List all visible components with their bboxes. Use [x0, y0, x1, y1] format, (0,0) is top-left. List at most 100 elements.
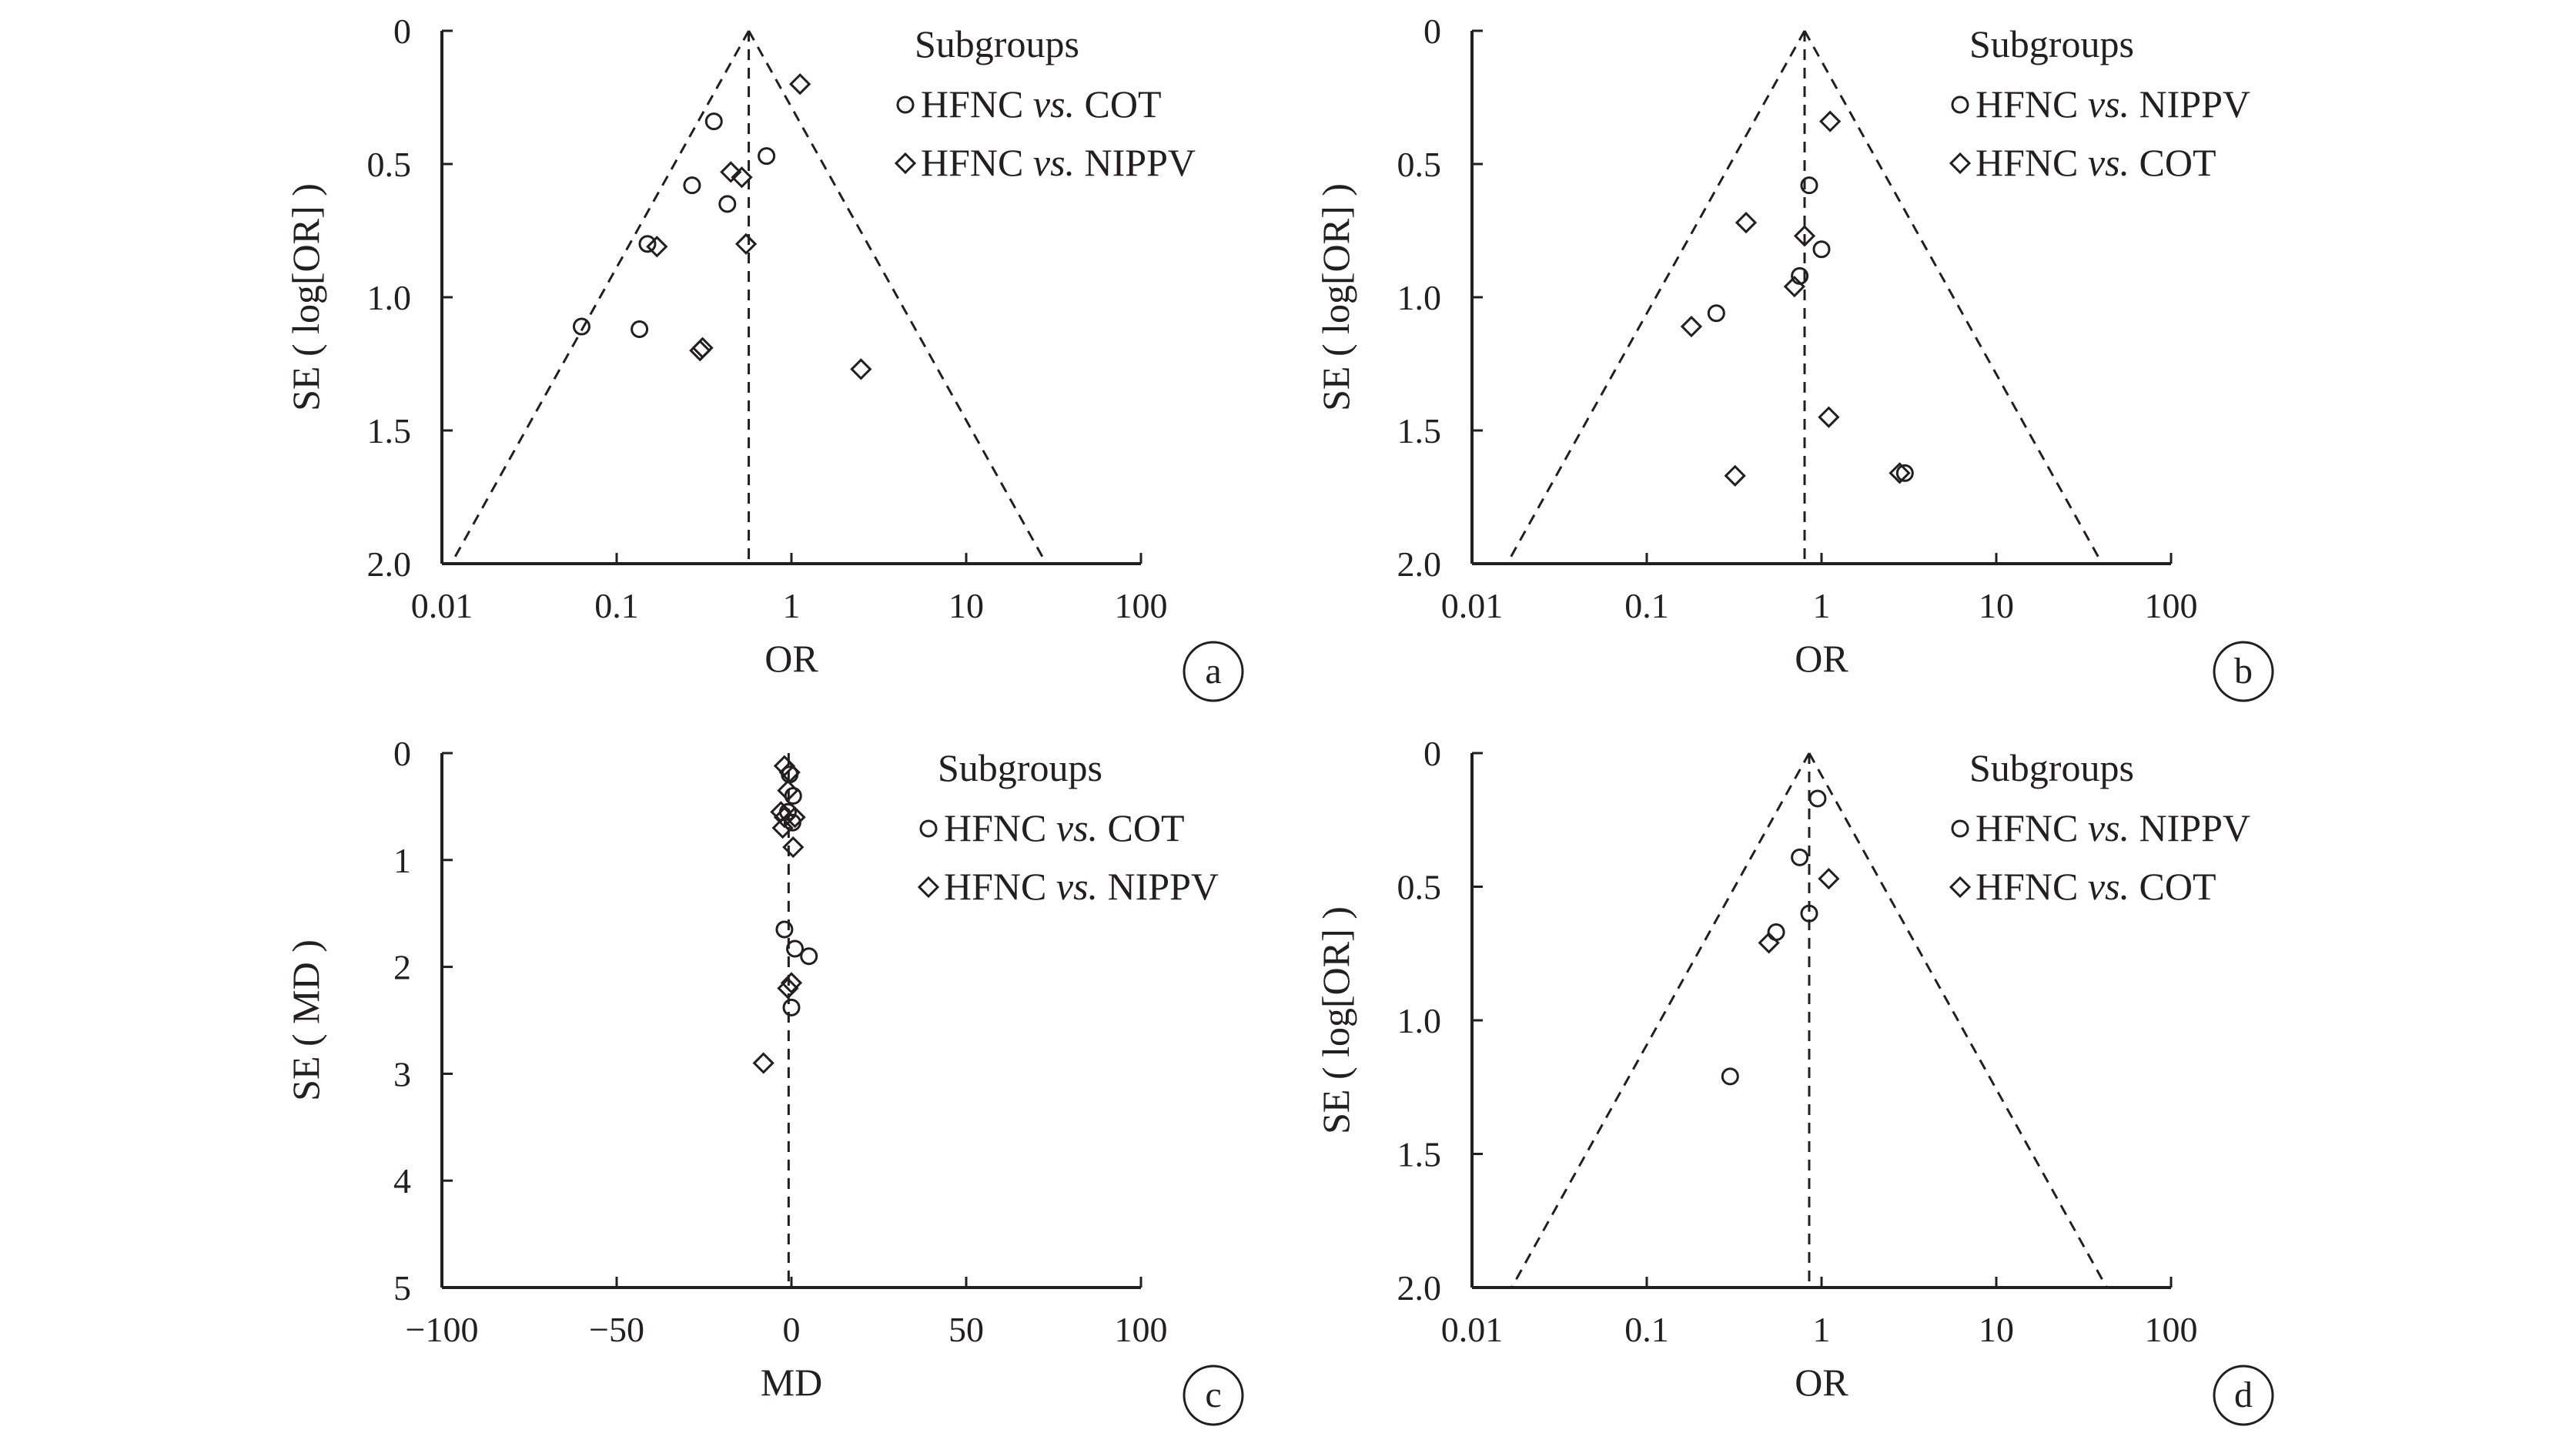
x-tick-label: 100: [1115, 1310, 1168, 1349]
data-point-diamond: [752, 1052, 774, 1074]
x-tick-label: 0.1: [594, 586, 639, 625]
data-point-circle: [704, 112, 723, 131]
legend-entry-label: HFNC vs. COT: [1975, 865, 2216, 908]
x-tick-label: 1: [1813, 586, 1831, 625]
data-point-diamond: [1818, 867, 1840, 890]
y-tick-label: 5: [393, 1268, 411, 1308]
data-point-diamond: [789, 73, 811, 95]
y-tick-label: 0: [393, 12, 411, 51]
x-tick-label: −100: [406, 1310, 479, 1349]
data-point-diamond: [784, 806, 806, 829]
legend-entry-label: HFNC vs. NIPPV: [921, 141, 1196, 184]
data-point-diamond: [773, 806, 796, 829]
y-tick-label: 2.0: [367, 544, 412, 584]
data-point-diamond: [1680, 315, 1703, 338]
y-tick-label: 1: [393, 841, 411, 880]
legend-marker-circle: [896, 95, 915, 114]
funnel-right-line: [1808, 752, 2108, 1288]
legend-marker-circle: [919, 819, 938, 838]
legend-entry-label: HFNC vs. COT: [944, 806, 1185, 849]
legend-entry-label: HFNC vs. COT: [921, 82, 1162, 126]
data-point-diamond: [1889, 462, 1911, 484]
y-tick-label: 1.5: [367, 411, 412, 450]
legend-entry-label: HFNC vs. NIPPV: [1975, 82, 2250, 126]
legend-marker-diamond: [894, 152, 917, 175]
y-axis-title: SE ( log[OR] ): [1314, 183, 1357, 411]
funnel-right-line: [1803, 30, 2103, 564]
panel-label: c: [1205, 1375, 1221, 1415]
funnel-plot-c: 0 1 2 3 4 5−100 −50 0 50 100 MD SE ( MD ) Subgroups H…: [284, 734, 1244, 1426]
x-tick-label: −50: [589, 1310, 644, 1349]
data-point-circle: [1791, 848, 1809, 866]
data-point-diamond: [734, 233, 758, 255]
legend-marker-diamond: [1949, 876, 1972, 899]
data-point-diamond: [731, 166, 753, 189]
funnel-right-line: [748, 30, 1048, 564]
data-point-circle: [1721, 1067, 1739, 1086]
x-tick-label: 10: [1979, 1310, 2014, 1349]
data-point-circle: [782, 998, 801, 1016]
legend-title: Subgroups: [915, 22, 1079, 65]
legend-entry-label: HFNC vs. COT: [1975, 141, 2216, 184]
legend: Subgroups HFNC vs. COT HFNC vs. NIPPV: [917, 746, 1219, 908]
legend-entry-label: HFNC vs. NIPPV: [944, 865, 1219, 908]
y-tick-label: 2: [393, 948, 411, 987]
y-tick-label: 0.5: [367, 145, 412, 184]
legend-marker-diamond: [1949, 152, 1972, 175]
x-tick-label: 10: [948, 586, 984, 625]
data-point-circle: [718, 195, 737, 213]
data-point-circle: [1812, 240, 1831, 259]
legend-marker-circle: [1951, 819, 1969, 838]
y-tick-label: 0: [1423, 12, 1441, 51]
x-tick-label: 10: [1979, 586, 2014, 625]
panel-label-circle: [2213, 641, 2274, 702]
legend-marker-circle: [1951, 95, 1969, 114]
y-axis-title: SE ( MD ): [284, 939, 327, 1101]
x-tick-label: 1: [783, 586, 801, 625]
legend: Subgroups HFNC vs. NIPPV HFNC vs. COT: [1949, 746, 2250, 908]
data-point-diamond: [1819, 110, 1842, 132]
funnel-left-line: [450, 30, 750, 564]
legend-title: Subgroups: [938, 746, 1102, 789]
x-tick-label: 50: [948, 1310, 984, 1349]
y-axis-title: SE ( log[OR] ): [1314, 906, 1357, 1134]
legend: Subgroups HFNC vs. NIPPV HFNC vs. COT: [1949, 22, 2250, 184]
data-point-diamond: [777, 779, 799, 802]
x-tick-label: 100: [2145, 586, 2198, 625]
panel-label: a: [1205, 651, 1221, 692]
panel-label-circle: [1183, 1365, 1244, 1426]
y-tick-label: 1.0: [1397, 1001, 1442, 1040]
data-point-diamond: [646, 236, 668, 258]
y-tick-label: 4: [393, 1161, 411, 1201]
data-point-circle: [775, 920, 794, 939]
funnel-plot-a: 0 0.5 1.0 1.5 2.00.01 0.1 1 10 100 OR SE ( log[OR]…: [284, 12, 1244, 702]
data-point-diamond: [1783, 276, 1805, 298]
y-axis-title: SE ( log[OR] ): [284, 183, 327, 411]
x-axis-title: MD: [761, 1361, 823, 1404]
legend-title: Subgroups: [1969, 746, 2134, 789]
legend-title: Subgroups: [1969, 22, 2134, 65]
data-point-diamond: [689, 340, 711, 362]
data-point-diamond: [782, 836, 805, 859]
y-tick-label: 1.0: [367, 278, 412, 317]
data-point-circle: [638, 235, 657, 253]
data-point-circle: [1800, 176, 1818, 195]
x-tick-label: 0.1: [1624, 586, 1669, 625]
data-point-circle: [786, 939, 805, 958]
funnel-left-line: [1506, 30, 1806, 564]
data-point-circle: [683, 176, 701, 195]
data-point-diamond: [1793, 225, 1816, 247]
x-tick-label: 1: [1813, 1310, 1831, 1349]
data-point-diamond: [720, 161, 742, 183]
data-point-circle: [631, 320, 649, 339]
y-tick-label: 0: [393, 734, 411, 773]
x-axis-title: OR: [1795, 1361, 1848, 1404]
data-point-circle: [1895, 464, 1914, 482]
y-tick-label: 2.0: [1397, 544, 1442, 584]
x-tick-label: 0: [783, 1310, 801, 1349]
y-tick-label: 1.5: [1397, 411, 1442, 450]
data-point-diamond: [777, 977, 799, 1000]
panel-label: b: [2234, 651, 2253, 692]
x-tick-label: 0.01: [411, 586, 473, 625]
legend: Subgroups HFNC vs. COT HFNC vs. NIPPV: [894, 22, 1196, 184]
